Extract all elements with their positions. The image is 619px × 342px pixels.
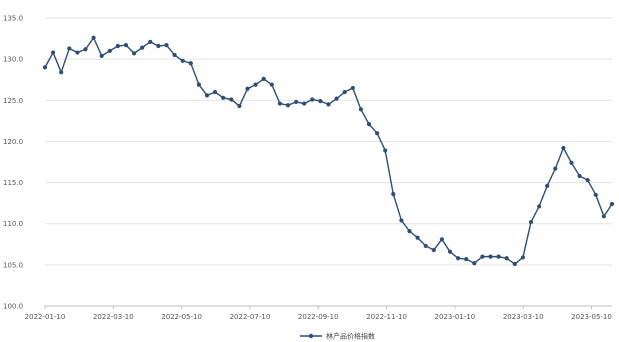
data-point [269, 82, 274, 87]
data-point [383, 148, 388, 153]
data-point [213, 89, 218, 95]
data-point [415, 235, 420, 240]
data-point [601, 214, 607, 219]
data-point [285, 103, 291, 108]
data-point [107, 48, 112, 54]
data-point [496, 254, 501, 259]
data-point [245, 86, 250, 91]
data-point [326, 102, 331, 107]
gridlines [45, 17, 612, 307]
series-line [44, 37, 613, 265]
data-point [366, 122, 372, 127]
legend-label: 林产品价格指数 [326, 332, 375, 341]
data-point [261, 76, 266, 81]
data-point [609, 201, 615, 207]
x-tick-label: 2022-05-10 [161, 313, 202, 321]
data-point [407, 229, 412, 234]
data-point [545, 183, 550, 188]
x-tick-label: 2022-09-10 [298, 313, 339, 321]
data-point [59, 70, 64, 75]
data-point [123, 43, 129, 48]
data-point [99, 53, 104, 58]
data-point [221, 95, 226, 100]
y-tick-label: 125.0 [3, 97, 23, 105]
data-point [358, 107, 363, 112]
data-point [561, 145, 566, 151]
data-point [342, 89, 347, 95]
data-point [464, 256, 469, 262]
data-point [439, 237, 444, 242]
data-point [67, 46, 72, 51]
data-point [585, 178, 590, 183]
y-tick-label: 100.0 [3, 303, 23, 311]
data-point [577, 173, 582, 179]
data-point [569, 160, 574, 165]
data-point [132, 51, 137, 56]
data-point [42, 65, 48, 70]
data-point [302, 101, 307, 106]
data-point [537, 204, 542, 209]
data-point [334, 96, 339, 101]
x-axis-tick-labels: 2022-01-10 2022-03-10 2022-05-10 2022-07-10… [25, 313, 612, 321]
data-point [253, 82, 258, 87]
x-tick-label: 2023-03-10 [503, 313, 544, 321]
data-point [310, 97, 315, 102]
data-point [350, 85, 355, 91]
data-point [196, 82, 201, 87]
data-point [51, 50, 56, 55]
legend: 林产品价格指数 [300, 332, 375, 341]
data-point [140, 45, 145, 50]
data-point [399, 218, 404, 223]
x-tick-label: 2022-11-10 [366, 313, 407, 321]
data-point [480, 254, 485, 259]
y-tick-label: 115.0 [3, 179, 23, 187]
y-tick-label: 135.0 [3, 15, 23, 23]
data-point [204, 93, 210, 98]
x-tick-label: 2022-03-10 [93, 313, 134, 321]
legend-point-marker [308, 333, 314, 339]
data-point [391, 191, 396, 197]
data-point [188, 61, 193, 66]
data-point [229, 97, 234, 102]
data-point [156, 43, 161, 49]
data-point [504, 256, 509, 261]
data-point [164, 43, 169, 48]
data-point [423, 243, 428, 249]
data-point [512, 261, 517, 267]
data-point [294, 99, 299, 105]
x-tick-label: 2022-01-10 [25, 313, 66, 321]
data-point [520, 255, 526, 260]
x-axis [44, 305, 612, 309]
y-tick-label: 130.0 [3, 56, 23, 64]
data-point [488, 254, 493, 259]
y-tick-label: 110.0 [3, 220, 23, 228]
data-point [431, 247, 436, 253]
y-tick-label: 120.0 [3, 138, 23, 146]
x-tick-label: 2023-01-10 [435, 313, 476, 321]
data-point [237, 103, 242, 109]
x-tick-label: 2022-07-10 [230, 313, 271, 321]
x-tick-label: 2023-05-10 [571, 313, 612, 321]
data-point [277, 101, 282, 106]
data-point [472, 261, 477, 266]
data-point [375, 131, 380, 136]
y-tick-label: 105.0 [3, 261, 23, 269]
data-point [180, 58, 185, 63]
data-point [148, 39, 153, 44]
data-point [91, 35, 96, 40]
data-point [528, 219, 534, 225]
y-axis-tick-labels: 100.0 105.0 110.0 115.0 120.0 125.0 130.0 135.0 [3, 15, 23, 311]
data-point [447, 249, 453, 254]
data-point [83, 47, 88, 52]
data-point [318, 99, 323, 104]
data-point [172, 52, 177, 58]
data-point [456, 256, 461, 261]
series-layer [42, 35, 615, 267]
data-point [115, 43, 120, 49]
data-point [553, 166, 558, 171]
data-point [593, 192, 598, 198]
data-point [75, 50, 80, 55]
